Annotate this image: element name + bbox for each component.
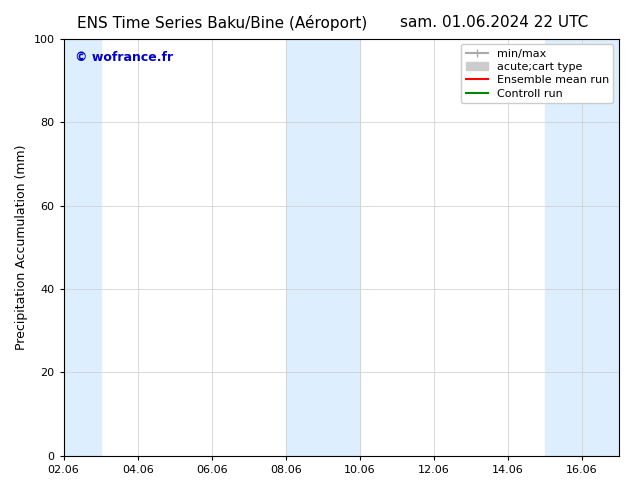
Y-axis label: Precipitation Accumulation (mm): Precipitation Accumulation (mm) [15,145,28,350]
Legend: min/max, acute;cart type, Ensemble mean run, Controll run: min/max, acute;cart type, Ensemble mean … [461,44,614,103]
Bar [63,39,101,456]
Text: © wofrance.fr: © wofrance.fr [75,51,173,64]
Bar [286,39,360,456]
Bar [545,39,619,456]
Text: ENS Time Series Baku/Bine (Aéroport): ENS Time Series Baku/Bine (Aéroport) [77,15,367,31]
Text: sam. 01.06.2024 22 UTC: sam. 01.06.2024 22 UTC [401,15,588,30]
